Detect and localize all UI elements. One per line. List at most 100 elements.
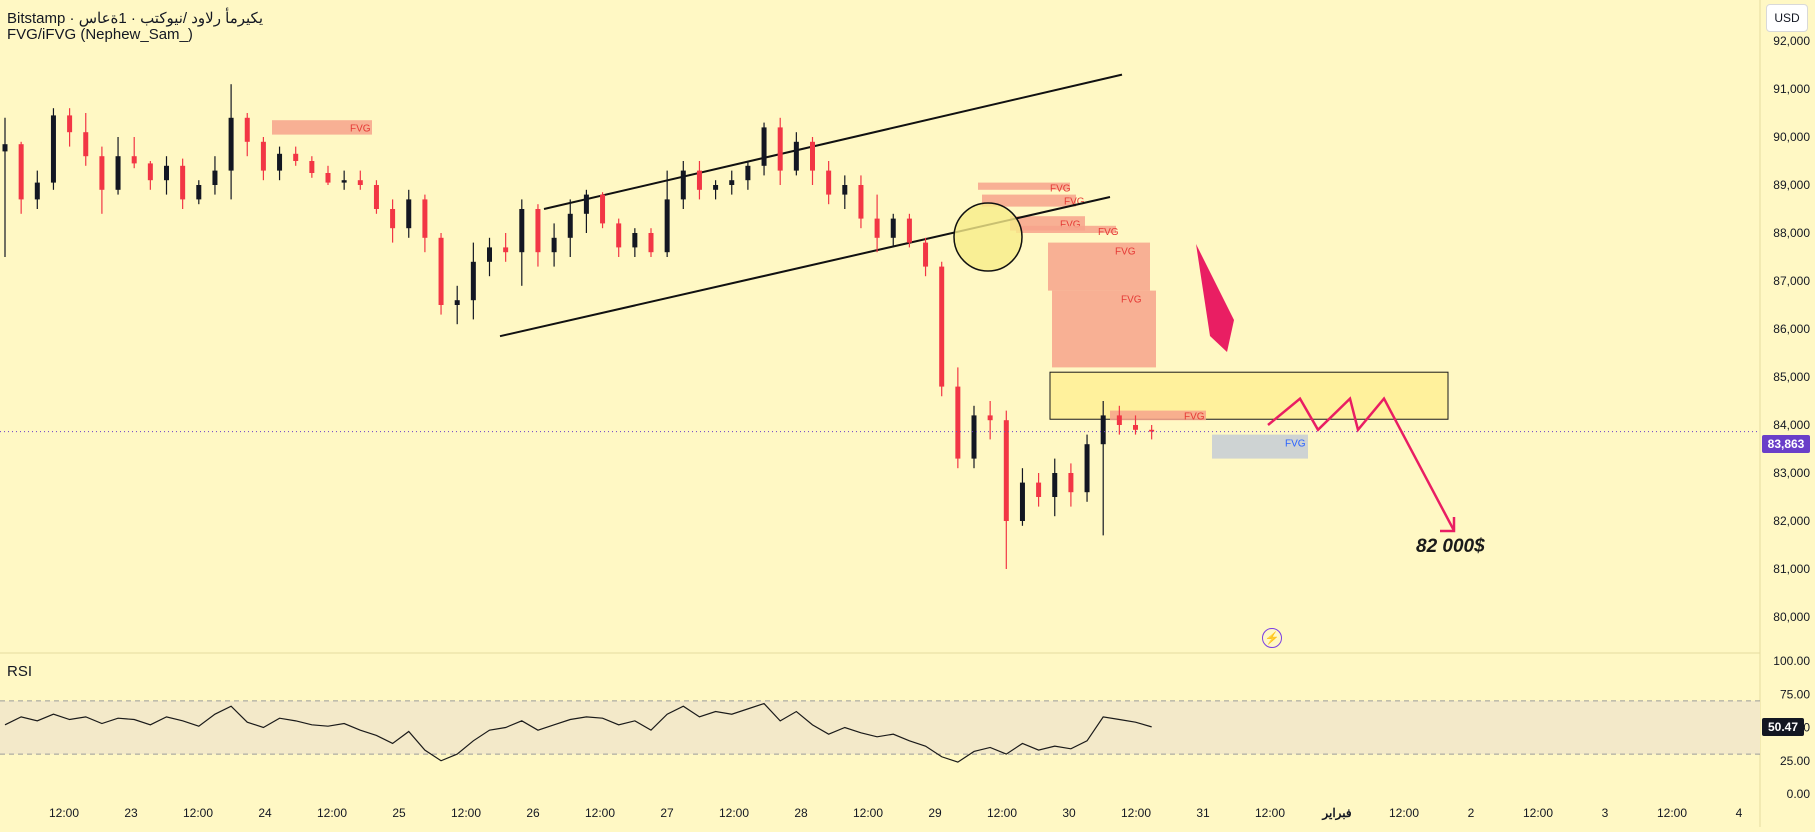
current-price-tag: 83,863	[1762, 435, 1810, 453]
fvg-zone	[1052, 290, 1156, 368]
candle-body	[906, 218, 912, 243]
candle-body	[551, 237, 557, 253]
currency-button[interactable]: USD	[1766, 4, 1808, 32]
candle-body	[761, 127, 767, 166]
time-tick-label: 12:00	[1523, 806, 1553, 820]
candle-body	[680, 170, 686, 200]
candle-body	[939, 266, 945, 387]
candle-body	[1052, 473, 1058, 497]
rsi-tick-label: 25.00	[1780, 754, 1810, 768]
fvg-label: FVG	[1064, 197, 1085, 208]
fvg-label: FVG	[1285, 439, 1306, 450]
candle-body	[729, 180, 735, 185]
price-tick-label: 91,000	[1773, 82, 1810, 96]
projection-arrowhead	[1440, 517, 1456, 533]
time-tick-label: 12:00	[183, 806, 213, 820]
candle-body	[228, 117, 234, 171]
candle-body	[67, 115, 73, 133]
rsi-band	[0, 700, 1760, 755]
candle-body	[874, 218, 880, 238]
fvg-zone	[1048, 242, 1150, 291]
rsi-tick-label: 0.00	[1787, 787, 1811, 801]
candle-body	[373, 185, 379, 209]
candle-body	[987, 415, 993, 421]
candle-body	[99, 156, 105, 190]
candle-body	[244, 117, 250, 142]
candle-body	[196, 185, 202, 200]
price-tick-label: 80,000	[1773, 610, 1810, 624]
candle-body	[115, 156, 121, 190]
candle-body	[696, 170, 702, 190]
price-tick-label: 84,000	[1773, 418, 1810, 432]
fvg-label: FVG	[1121, 295, 1142, 306]
candle-body	[923, 242, 929, 267]
time-tick-label: 12:00	[585, 806, 615, 820]
candle-body	[470, 261, 476, 301]
time-tick-label: 27	[660, 806, 674, 820]
candle-body	[1100, 415, 1106, 445]
time-tick-label: 4	[1736, 806, 1743, 820]
candle-body	[357, 180, 363, 185]
candle-body	[260, 141, 266, 171]
time-tick-label: 30	[1062, 806, 1076, 820]
time-tick-label: 31	[1196, 806, 1210, 820]
candle-body	[1036, 482, 1042, 497]
rsi-tick-label: 100.00	[1773, 654, 1810, 668]
time-tick-label: 26	[526, 806, 540, 820]
fvg-zone	[1016, 225, 1116, 233]
candle-body	[535, 209, 541, 253]
candle-body	[18, 144, 24, 200]
candle-body	[1068, 473, 1074, 493]
price-tick-label: 92,000	[1773, 34, 1810, 48]
candle-body	[503, 247, 509, 253]
candle-body	[487, 247, 492, 262]
time-tick-label: 12:00	[49, 806, 79, 820]
candle-body	[745, 165, 751, 181]
candle-body	[1149, 429, 1155, 432]
candle-body	[1133, 425, 1138, 430]
fvg-label: FVG	[1098, 227, 1119, 238]
candle-body	[438, 237, 444, 305]
target-price-label: 82 000$	[1416, 536, 1485, 557]
time-tick-label: 3	[1602, 806, 1609, 820]
candle-body	[777, 127, 783, 171]
candle-body	[50, 115, 56, 183]
candle-body	[212, 170, 218, 185]
candle-body	[309, 161, 315, 173]
candle-body	[131, 156, 137, 164]
breakout-circle	[953, 202, 1023, 272]
price-tick-label: 86,000	[1773, 322, 1810, 336]
candle-body	[180, 165, 186, 200]
candle-body	[293, 153, 299, 161]
fvg-label: FVG	[1184, 412, 1205, 423]
candle-body	[955, 386, 961, 459]
candle-body	[147, 163, 153, 181]
time-tick-label: 12:00	[317, 806, 347, 820]
candle-body	[890, 218, 896, 238]
time-tick-label: 12:00	[853, 806, 883, 820]
candle-body	[325, 173, 331, 183]
candle-body	[600, 194, 606, 224]
down-arrow	[1196, 244, 1234, 352]
trend-channel-line	[543, 73, 1123, 210]
rsi-pane-title: RSI	[7, 663, 33, 680]
fvg-label: FVG	[1050, 184, 1071, 195]
candle-body	[842, 185, 848, 195]
candle-body	[1003, 420, 1009, 521]
candle-body	[83, 132, 89, 157]
rsi-line	[4, 702, 1152, 763]
candle-body	[793, 141, 799, 171]
candle-body	[583, 194, 589, 214]
candle-body	[406, 199, 412, 229]
candle-body	[616, 223, 622, 248]
price-tick-label: 81,000	[1773, 562, 1810, 576]
price-tick-label: 85,000	[1773, 370, 1810, 384]
candle-body	[454, 300, 460, 305]
flash-icon[interactable]: ⚡	[1262, 628, 1282, 648]
candle-body	[1084, 444, 1090, 493]
candle-body	[164, 165, 169, 181]
candle-body	[34, 182, 40, 200]
symbol-title: Bitstamp · يكيرمأ رلاود /نيوكتب · 1ةعاس	[7, 10, 264, 27]
